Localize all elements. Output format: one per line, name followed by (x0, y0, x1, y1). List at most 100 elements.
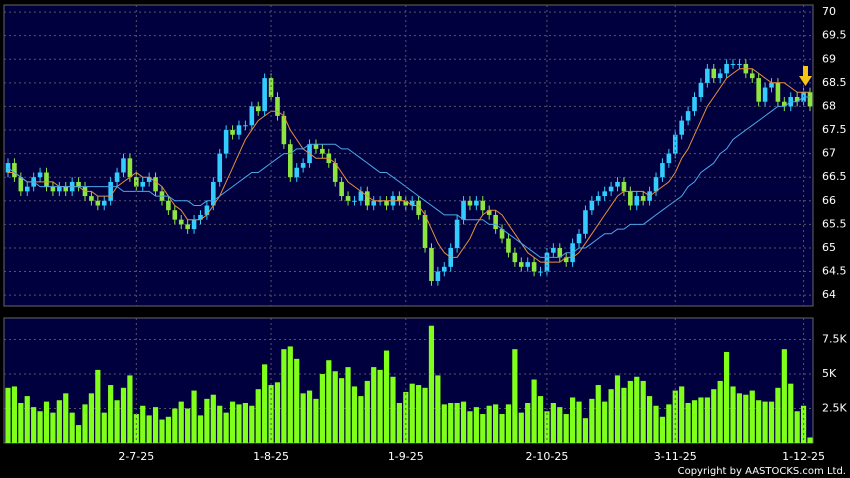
volume-bar (640, 380, 646, 443)
volume-bar (781, 349, 787, 443)
volume-bar (679, 386, 685, 443)
volume-bars (5, 325, 813, 443)
candle-body (595, 196, 601, 201)
candle-body (499, 229, 505, 239)
candle-body (782, 101, 787, 107)
candle-body (525, 262, 530, 267)
volume-bar (120, 387, 127, 443)
volume-bar (499, 414, 505, 443)
candle-body (512, 252, 518, 263)
volume-bar (563, 414, 569, 443)
volume-bar (5, 387, 11, 443)
volume-bar (441, 404, 447, 443)
y-tick-label: 69.5 (822, 29, 847, 42)
volume-bar (762, 401, 768, 443)
volume-bar (768, 401, 775, 443)
volume-bar (672, 390, 678, 443)
candle-body (724, 63, 729, 74)
volume-bar (396, 402, 402, 443)
volume-bar (210, 394, 216, 443)
volume-bar (691, 400, 698, 443)
volume-bar (409, 383, 415, 443)
candle-body (249, 106, 255, 126)
volume-bar (428, 325, 435, 443)
x-tick-label: 2-7-25 (118, 450, 154, 463)
candle-body (775, 82, 781, 102)
volume-bar (659, 416, 666, 443)
x-tick-label: 1-12-25 (782, 450, 825, 463)
candle-body (737, 63, 742, 65)
volume-bar (197, 415, 204, 443)
candle-body (37, 172, 43, 178)
volume-bar (608, 389, 614, 443)
candle-body (275, 96, 280, 116)
volume-bar (377, 369, 383, 443)
volume-bar (621, 387, 627, 443)
candle-body (63, 186, 69, 192)
y-tick-label: 64.5 (822, 265, 847, 278)
volume-bar (711, 389, 717, 443)
y-tick-label: 68.5 (822, 76, 847, 89)
candle-body (698, 82, 704, 97)
candle-body (24, 186, 30, 192)
candle-body (358, 191, 364, 201)
volume-bar (351, 386, 358, 443)
volume-bar (43, 401, 50, 443)
volume-bar (544, 411, 550, 443)
candle-body (320, 148, 325, 154)
moving-average-line (8, 68, 810, 263)
candle-body (332, 163, 338, 182)
volume-bar (531, 379, 537, 443)
copyright: Copyright by AASTOCKS.com Ltd. (678, 466, 846, 477)
candle-body (640, 196, 646, 201)
candle-body (660, 163, 665, 178)
y-tick-label: 67.5 (822, 123, 847, 136)
volume-bar (75, 425, 82, 443)
volume-bar (31, 407, 37, 443)
volume-bar (178, 401, 184, 443)
candle-body (140, 181, 146, 187)
volume-bar (127, 375, 133, 443)
volume-bar (743, 394, 749, 443)
candle-body (685, 111, 691, 121)
volume-bar (505, 404, 512, 443)
volume-bar (736, 393, 743, 443)
x-tick-label: 3-11-25 (654, 450, 697, 463)
candle-body (146, 177, 152, 182)
candle-body (416, 200, 421, 215)
candle-body (749, 73, 755, 79)
candle-body (57, 186, 62, 192)
candle-body (602, 191, 607, 197)
volume-bar (467, 411, 473, 443)
volume-bar (525, 402, 531, 443)
candle-body (409, 200, 415, 206)
volume-bar (576, 401, 582, 443)
candle-body (666, 153, 672, 164)
volume-bar (537, 396, 544, 443)
volume-bar (512, 349, 518, 443)
candle-body (403, 200, 409, 206)
x-tick-label: 1-8-25 (253, 450, 289, 463)
volume-bar (114, 400, 120, 443)
candle-body (769, 82, 774, 88)
volume-bar (63, 393, 69, 443)
volume-bar (140, 405, 146, 443)
volume-bar (653, 405, 659, 443)
volume-bar (294, 358, 300, 443)
volume-bar (11, 386, 18, 443)
candle-body (518, 262, 524, 267)
x-tick-label: 2-10-25 (525, 450, 568, 463)
candle-body (762, 87, 768, 102)
candle-body (185, 224, 190, 230)
marker-arrow (799, 66, 812, 86)
volume-bar (242, 402, 248, 443)
candle-body (589, 200, 595, 211)
volume-bar (82, 404, 88, 443)
volume-bar (345, 367, 351, 443)
candle-body (166, 200, 171, 211)
volume-bar (204, 398, 210, 443)
candle-body (121, 158, 126, 173)
volume-bar (159, 419, 165, 443)
candle-body (435, 271, 441, 281)
